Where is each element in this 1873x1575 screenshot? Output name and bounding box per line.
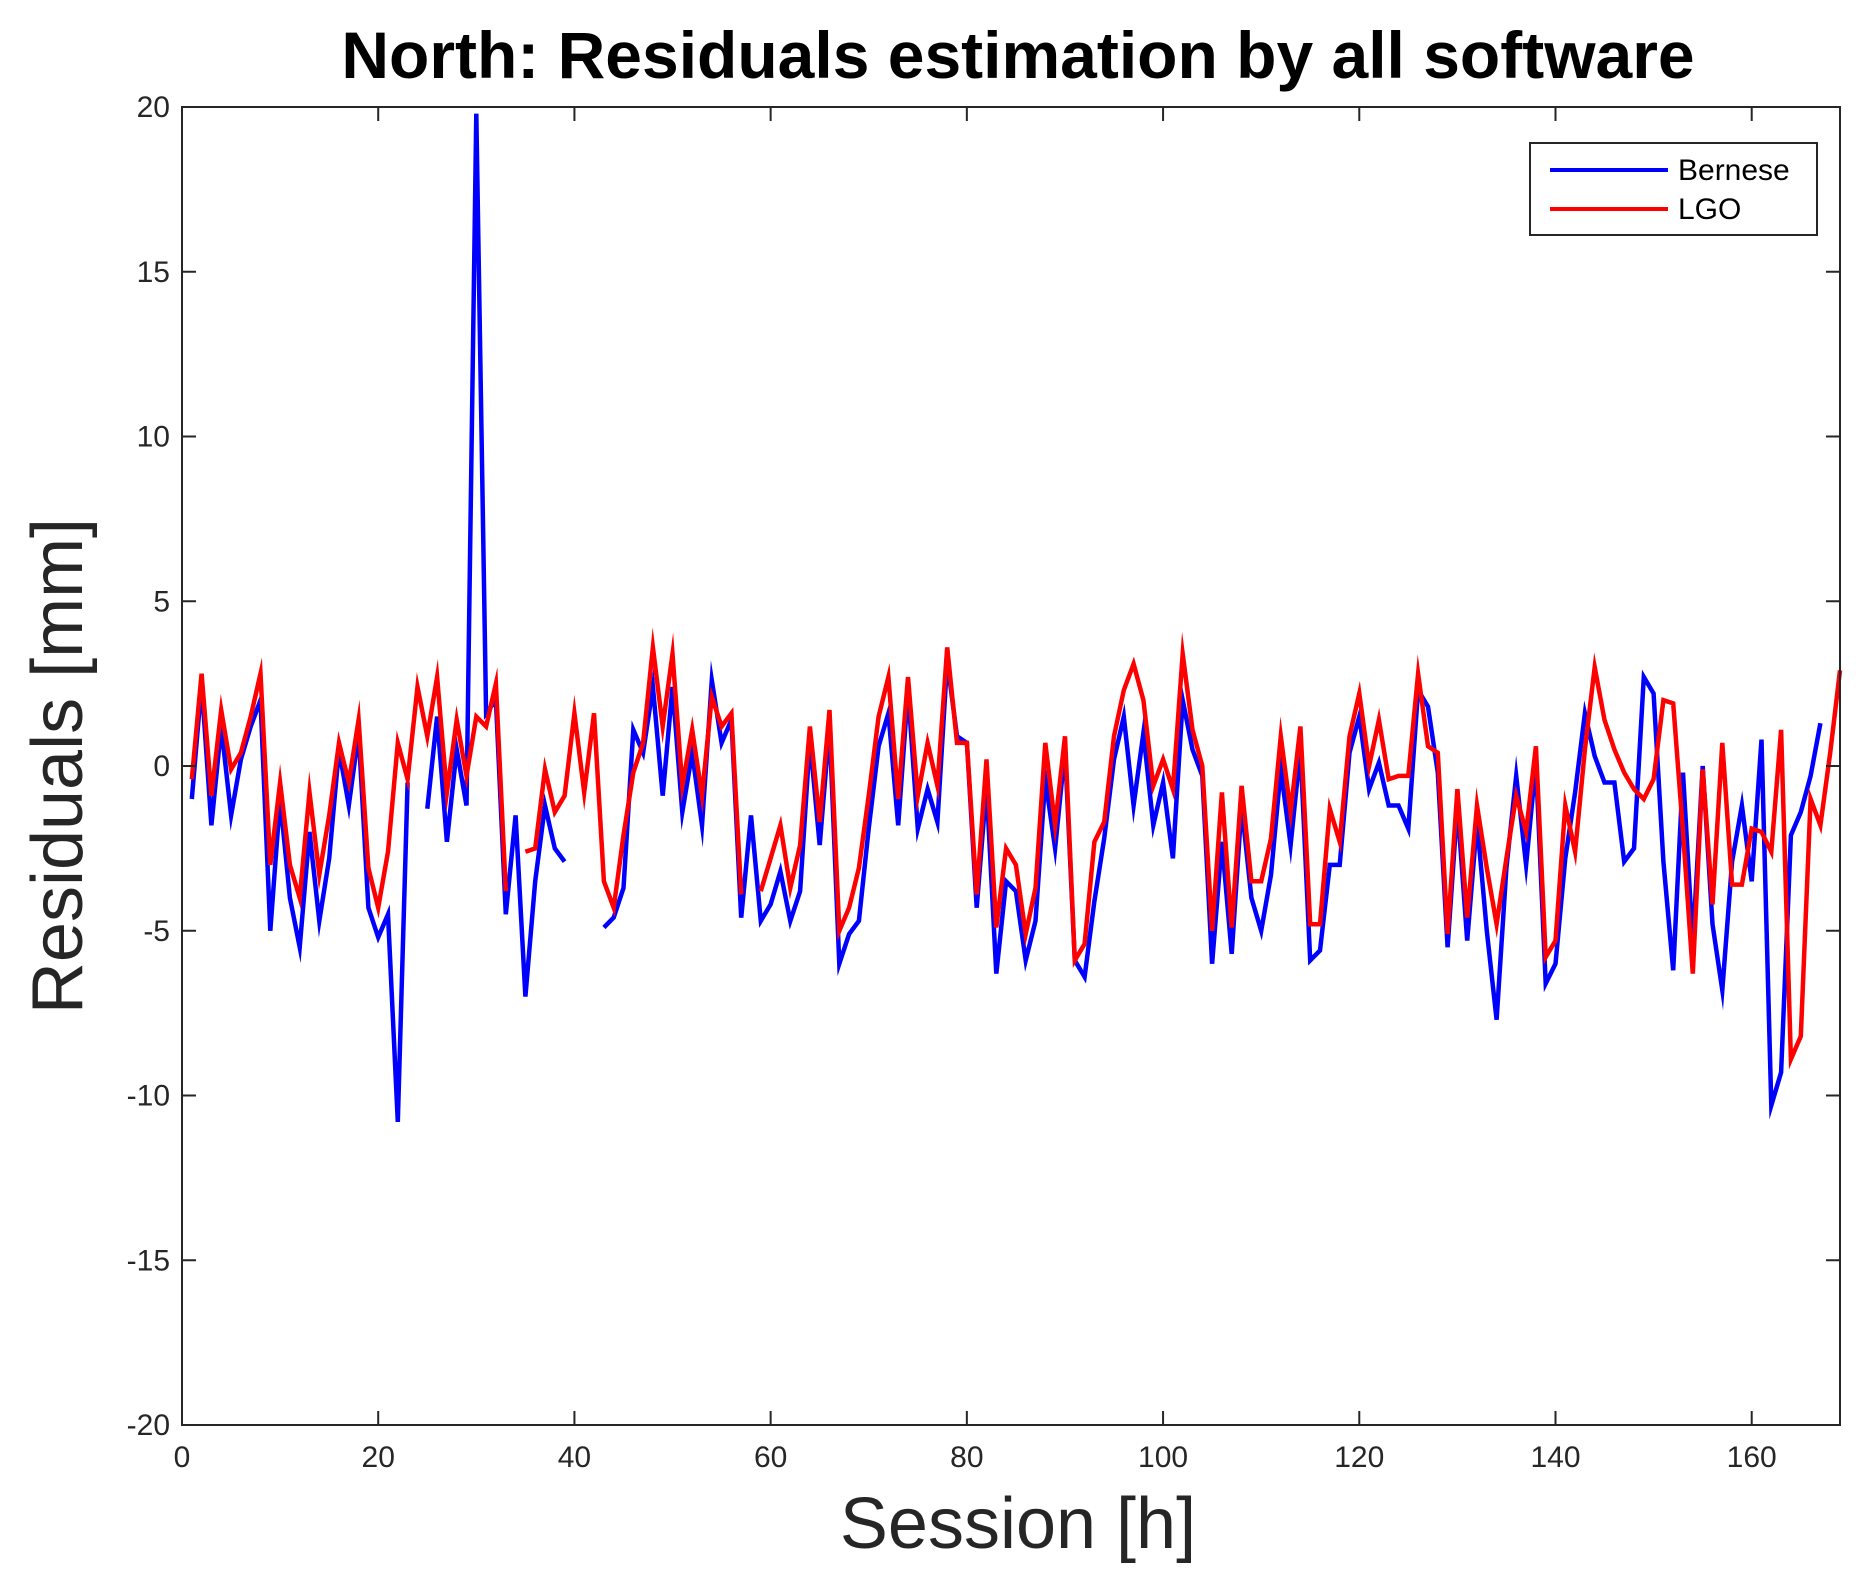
y-tick-label: 20	[137, 91, 170, 124]
y-axis-label: Residuals [mm]	[18, 518, 98, 1014]
y-tick-label: 0	[153, 750, 170, 783]
y-tick-label: -15	[127, 1244, 170, 1277]
y-tick-label: -20	[127, 1409, 170, 1442]
x-tick-label: 40	[558, 1441, 591, 1474]
legend-label-bernese: Bernese	[1678, 154, 1790, 187]
x-tick-label: 160	[1727, 1441, 1777, 1474]
x-tick-label: 80	[950, 1441, 983, 1474]
x-axis-label: Session [h]	[840, 1484, 1196, 1564]
x-tick-label: 60	[754, 1441, 787, 1474]
legend-box	[1529, 142, 1818, 236]
legend: Bernese LGO	[1529, 142, 1818, 236]
y-tick-label: -10	[127, 1080, 170, 1113]
x-tick-label: 140	[1530, 1441, 1580, 1474]
series-layer	[189, 113, 1843, 1123]
x-tick-labels: 0 20 40 60 80 100 120 140 160	[174, 1441, 1777, 1474]
y-tick-labels: 20 15 10 5 0 -5 -10 -15 -20	[127, 91, 170, 1442]
x-tick-label: 20	[362, 1441, 395, 1474]
x-tick-label: 120	[1334, 1441, 1384, 1474]
x-tick-label: 100	[1138, 1441, 1188, 1474]
legend-label-lgo: LGO	[1678, 193, 1741, 226]
series-line-lgo	[189, 627, 1843, 1070]
y-tick-label: 5	[153, 585, 170, 618]
y-tick-label: 15	[137, 256, 170, 289]
y-tick-label: -5	[143, 915, 170, 948]
x-tick-label: 0	[174, 1441, 191, 1474]
chart-title: North: Residuals estimation by all softw…	[341, 18, 1694, 92]
plot-frame	[181, 106, 1841, 1426]
y-tick-label: 10	[137, 421, 170, 454]
